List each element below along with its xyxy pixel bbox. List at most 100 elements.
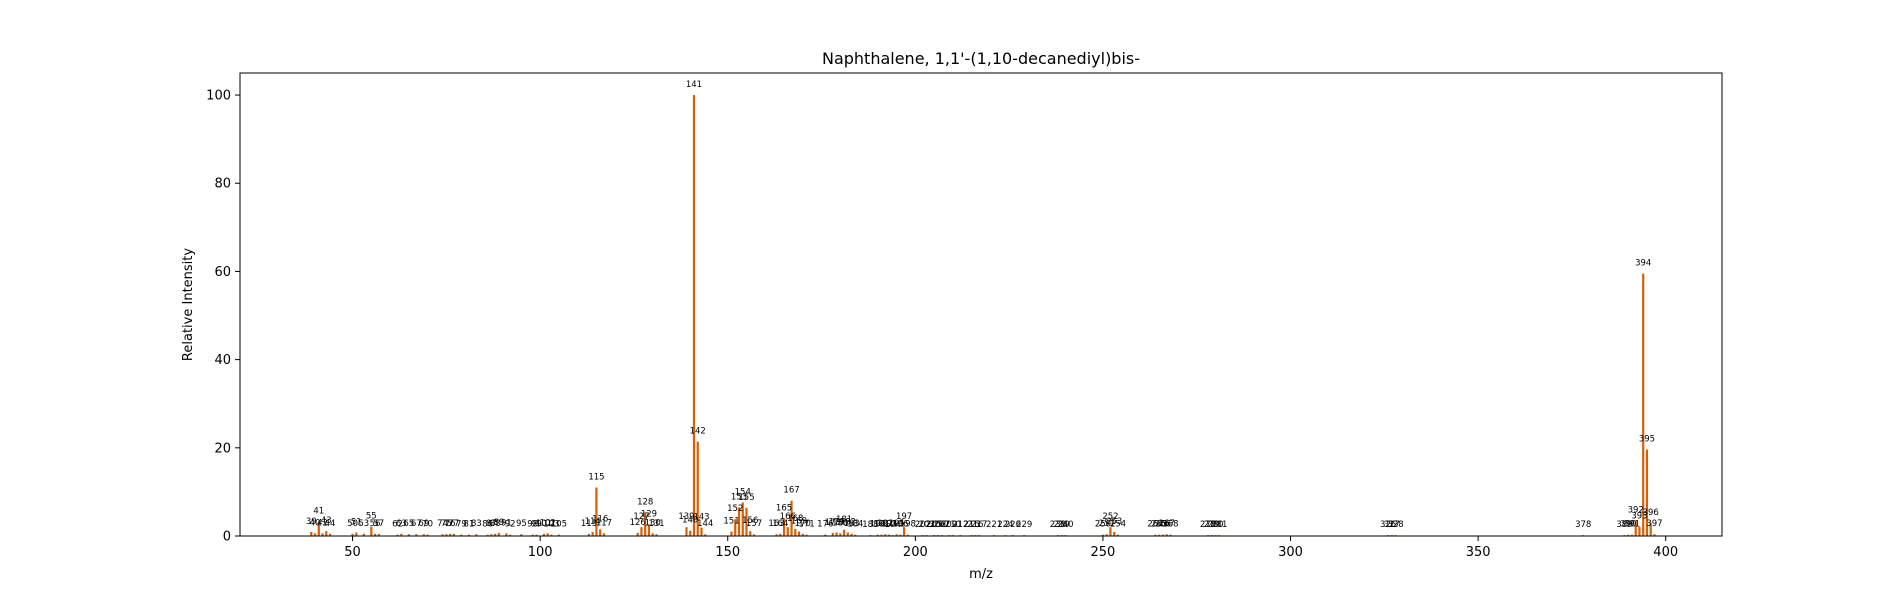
peak-label-238: 238 [1050, 520, 1066, 530]
x-tick-label-350: 350 [1466, 545, 1491, 560]
peak-label-198: 198 [900, 520, 916, 530]
peak-bar-170 [801, 533, 804, 536]
peak-bar-153 [737, 507, 741, 536]
peak-label-171: 171 [798, 520, 814, 530]
y-tick-label-80: 80 [214, 177, 231, 192]
peak-bar-141 [692, 95, 696, 537]
peak-label-195: 195 [888, 519, 904, 529]
peak-bar-267 [1165, 534, 1168, 536]
peak-label-168: 168 [787, 514, 803, 524]
peak-bar-192 [884, 534, 887, 536]
bars-group [310, 95, 1656, 537]
peak-bar-396 [1649, 522, 1652, 536]
peak-bar-51 [355, 532, 358, 536]
peak-label-101: 101 [536, 519, 552, 529]
peak-label-184: 184 [847, 520, 863, 530]
peak-bar-253 [1113, 532, 1116, 536]
peak-label-42: 42 [317, 518, 328, 528]
peak-bar-168 [794, 528, 797, 536]
peak-bar-190 [876, 534, 879, 536]
peak-bar-265 [1158, 534, 1161, 536]
peak-bar-103 [550, 534, 553, 536]
peak-label-216: 216 [967, 520, 983, 530]
peak-bar-101 [542, 533, 545, 536]
peak-label-63: 63 [396, 519, 407, 529]
peak-label-194: 194 [885, 520, 901, 530]
peak-label-395: 395 [1639, 435, 1655, 445]
peak-bar-95 [520, 534, 523, 536]
peak-bar-193 [887, 534, 891, 536]
peak-bar-56 [373, 533, 377, 536]
x-axis-label: m/z [969, 567, 993, 582]
peak-bar-266 [1161, 534, 1165, 536]
x-tick-label-50: 50 [344, 545, 361, 560]
peak-bar-264 [1154, 534, 1157, 536]
peak-bar-155 [745, 507, 748, 536]
peak-label-114: 114 [585, 517, 601, 527]
peak-bar-102 [546, 533, 549, 536]
peak-label-116: 116 [592, 514, 608, 524]
peak-label-87: 87 [486, 519, 497, 529]
peak-bar-397 [1653, 534, 1656, 536]
peak-bar-91 [505, 533, 508, 536]
x-tick-label-250: 250 [1091, 545, 1116, 560]
peak-label-394: 394 [1635, 259, 1651, 269]
peak-label-328: 328 [1387, 520, 1403, 530]
peak-bar-144 [704, 534, 707, 536]
peak-label-210: 210 [945, 520, 961, 530]
peak-label-127: 127 [633, 512, 649, 522]
peak-label-143: 143 [693, 513, 709, 523]
x-tick-label-300: 300 [1278, 545, 1303, 560]
peak-bar-39 [310, 532, 313, 536]
peak-label-39: 39 [306, 517, 317, 527]
peak-label-182: 182 [840, 517, 856, 527]
peak-bar-99 [535, 534, 538, 536]
peak-bar-154 [741, 502, 744, 536]
peak-label-264: 264 [1147, 520, 1163, 530]
peak-label-393: 393 [1631, 512, 1647, 522]
peak-label-50: 50 [347, 519, 358, 529]
peak-label-163: 163 [768, 519, 784, 529]
peak-bar-394 [1642, 273, 1645, 536]
peak-label-154: 154 [735, 487, 751, 497]
peak-label-56: 56 [370, 519, 381, 529]
y-tick-label-100: 100 [206, 89, 231, 104]
peak-bar-268 [1169, 534, 1172, 536]
peak-bar-198 [906, 534, 909, 536]
peak-bar-114 [591, 532, 594, 536]
peak-label-79: 79 [456, 520, 467, 530]
peak-label-77: 77 [448, 519, 459, 529]
peak-label-207: 207 [933, 520, 949, 530]
peak-bar-53 [362, 533, 365, 536]
peak-label-75: 75 [441, 519, 452, 529]
peak-bar-86 [486, 534, 489, 536]
peak-bar-390 [1627, 534, 1630, 536]
peak-label-221: 221 [986, 520, 1002, 530]
chart-title: Naphthalene, 1,1'-(1,10-decanediyl)bis- [822, 49, 1140, 68]
peak-label-252: 252 [1102, 512, 1118, 522]
peak-bar-40 [313, 533, 317, 536]
peak-bar-164 [779, 533, 782, 536]
peak-label-254: 254 [1110, 520, 1126, 530]
peak-bar-183 [850, 533, 853, 536]
peak-label-240: 240 [1057, 520, 1073, 530]
y-tick-label-20: 20 [214, 441, 231, 456]
peak-bar-142 [696, 441, 699, 536]
peak-label-152: 152 [727, 504, 743, 514]
peak-label-281: 281 [1211, 520, 1227, 530]
peak-label-74: 74 [437, 519, 448, 529]
y-axis-label: Relative Intensity [181, 248, 196, 361]
peak-bar-169 [797, 531, 801, 536]
peak-bar-392 [1634, 520, 1637, 536]
peak-bar-171 [805, 534, 808, 536]
y-axis-ticks: 0 20 40 60 80 100 [206, 89, 240, 545]
peak-bar-180 [839, 533, 842, 536]
peak-bar-151 [730, 531, 733, 536]
peak-label-190: 190 [870, 520, 886, 530]
peak-label-212: 212 [952, 520, 968, 530]
peak-label-103: 103 [543, 520, 559, 530]
peak-label-129: 129 [641, 510, 657, 520]
peak-bar-181 [842, 529, 846, 536]
peak-bar-44 [328, 533, 332, 536]
